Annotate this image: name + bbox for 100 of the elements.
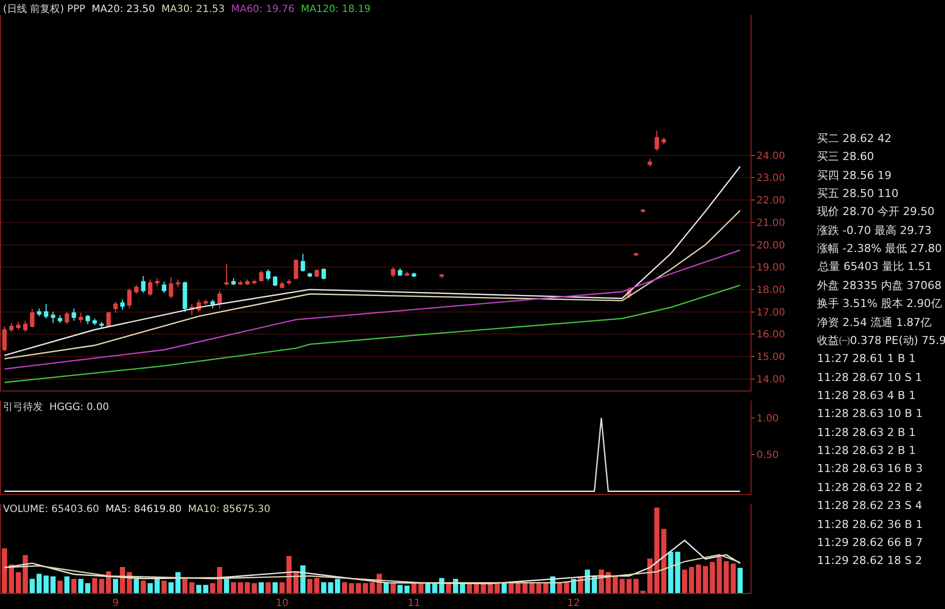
candlestick [72,308,76,322]
bar [238,582,244,593]
candlestick [134,284,139,294]
y-tick-label: 24.00 [756,150,786,162]
candlestick [266,268,270,282]
x-tick-label: 9 [112,598,119,609]
candlestick [162,281,166,294]
candlestick [634,252,638,256]
bar [168,582,174,593]
bar [224,578,230,593]
text: 11:28 28.63 2 B 1 [817,444,916,457]
candlestick [113,301,118,314]
y-tick-label: 23.00 [756,173,786,184]
text: 11:28 28.63 22 B 2 [817,481,923,494]
bar [112,578,118,593]
bar [446,583,452,593]
candlestick [440,273,444,279]
candlestick [648,158,652,168]
bar [702,566,708,593]
bar [682,570,688,593]
text: 总量 65403 量比 1.51 [817,260,932,273]
candlestick [141,276,146,294]
y-tick-label: 21.00 [756,218,786,229]
candlestick [9,322,14,332]
bar [696,564,702,593]
candlestick [92,318,97,326]
candlestick [106,311,111,328]
text: 11:29 28.62 66 B 7 [817,536,923,549]
candlestick [120,299,125,310]
chart-title: 引弓待发 [3,401,43,413]
candlestick [16,321,21,330]
candlestick [50,311,56,324]
text: 11:29 28.62 18 S 2 [817,554,922,567]
line-series [4,284,741,384]
text: 11:28 28.62 36 B 1 [817,518,923,531]
candlestick [204,299,208,306]
y-tick-label: 0.50 [756,450,779,462]
line-series [4,249,741,370]
candlestick [30,308,34,328]
candlestick [308,272,312,278]
candlestick [238,280,243,286]
bar [626,578,632,593]
text: MA5: 84619.80 [106,504,182,515]
bar [286,556,292,593]
candlestick [412,272,416,278]
bar [356,583,361,593]
line-series [4,166,741,356]
x-tick-label: 12 [567,598,580,609]
candlestick [176,278,180,288]
bar [266,582,271,593]
bar [189,582,194,593]
bar [688,567,694,593]
bar [384,582,389,593]
candlestick [58,314,62,324]
candlestick [148,278,152,297]
text: 买三 28.60 [817,150,874,163]
bar [460,583,466,593]
bar [474,583,479,593]
candlestick [23,320,28,332]
bar [57,580,63,593]
text: 11:28 28.63 2 B 1 [817,426,916,439]
candlestick [252,278,257,284]
bar [508,583,514,593]
bar [2,548,8,593]
bar [404,586,410,593]
candlestick [224,263,229,286]
bar [162,580,167,593]
candlestick [314,268,319,278]
candlestick [245,278,250,286]
bar [418,583,424,593]
y-tick-label: 1.00 [756,413,779,424]
candlestick [154,278,160,287]
bar [140,580,146,593]
text: 11:28 28.62 23 S 4 [817,499,922,512]
bar [258,582,264,593]
y-tick-label: 22.00 [756,196,786,207]
text: 现价 28.70 今开 29.50 [817,205,934,218]
candlestick [294,258,298,280]
bar [633,578,639,593]
text: 换手 3.51% 股本 2.90亿 [817,297,942,310]
candlestick [398,268,402,277]
text: 涨幅 -2.38% 最低 27.80 [817,242,942,255]
y-tick-label: 17.00 [756,307,786,318]
candlestick [259,270,264,282]
candlestick [36,308,42,317]
text: 买二 28.62 42 [817,132,892,145]
candlestick [44,303,48,320]
y-tick-label: 15.00 [756,352,786,364]
chart-title: (日线 前复权) PPP [3,3,86,15]
candlestick [210,299,215,309]
text: 11:28 28.67 10 S 1 [817,371,922,384]
bar [64,576,70,593]
candlestick [127,288,132,309]
candlestick [640,208,646,213]
bar [466,583,472,593]
text: 净资 2.54 流通 1.87亿 [817,316,932,329]
bar [390,583,396,593]
candlestick [64,311,70,325]
candlestick [182,281,188,312]
y-tick-label: 14.00 [756,374,786,386]
